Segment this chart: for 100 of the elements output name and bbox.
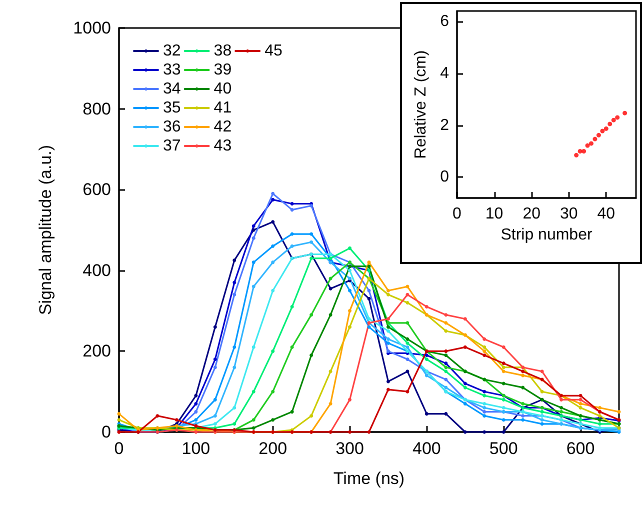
point xyxy=(502,418,506,422)
y-tick-label: 0 xyxy=(102,422,111,442)
point xyxy=(598,406,602,410)
point xyxy=(386,337,390,341)
point xyxy=(444,313,448,317)
y-tick-label: 600 xyxy=(82,180,111,200)
point xyxy=(348,430,352,434)
x-axis-title: Time (ns) xyxy=(333,469,405,488)
point xyxy=(252,228,256,232)
point xyxy=(444,366,448,370)
point xyxy=(290,208,294,212)
point xyxy=(585,143,590,148)
point xyxy=(117,418,121,422)
legend-label: 41 xyxy=(214,100,232,116)
point xyxy=(290,202,294,206)
point xyxy=(232,406,236,410)
point xyxy=(540,422,544,426)
point xyxy=(406,341,410,345)
legend-label: 33 xyxy=(163,62,181,78)
y-axis-title: Signal amplitude (a.u.) xyxy=(36,144,55,316)
point xyxy=(463,317,467,321)
legend-label: 37 xyxy=(163,138,181,154)
point xyxy=(589,141,594,146)
point xyxy=(252,418,256,422)
point xyxy=(194,402,198,406)
point xyxy=(367,288,371,292)
x-tick-label: 0 xyxy=(452,206,462,222)
point xyxy=(252,224,256,228)
point xyxy=(310,240,314,244)
point xyxy=(386,380,390,384)
point xyxy=(406,390,410,394)
point xyxy=(271,390,275,394)
point xyxy=(574,152,579,158)
point xyxy=(592,136,598,142)
point xyxy=(386,288,390,292)
y-tick-label: 800 xyxy=(82,99,111,118)
point xyxy=(367,296,371,300)
point xyxy=(232,345,236,349)
point xyxy=(348,398,352,402)
point xyxy=(598,422,602,426)
point xyxy=(608,122,612,126)
x-tick-label: 500 xyxy=(489,439,518,458)
point xyxy=(521,386,525,390)
point xyxy=(194,410,198,414)
x-tick-label: 300 xyxy=(336,439,364,458)
point xyxy=(310,204,314,208)
point xyxy=(611,118,616,122)
point xyxy=(271,244,275,248)
legend-label: 38 xyxy=(214,42,232,60)
point xyxy=(617,410,621,414)
point xyxy=(424,412,428,416)
point xyxy=(596,132,601,138)
point xyxy=(482,345,486,349)
point xyxy=(444,378,448,382)
point xyxy=(328,286,332,290)
legend-label: 35 xyxy=(163,100,181,116)
point xyxy=(348,288,352,292)
point xyxy=(406,358,410,362)
point xyxy=(482,349,486,353)
point xyxy=(406,337,410,341)
point xyxy=(463,386,467,390)
point xyxy=(310,256,314,260)
point xyxy=(463,345,467,349)
point xyxy=(194,418,198,422)
point xyxy=(482,410,486,414)
point xyxy=(271,349,275,353)
point xyxy=(194,394,198,398)
x-tick-label: 20 xyxy=(522,206,541,222)
point xyxy=(406,370,410,374)
point xyxy=(424,305,428,309)
point xyxy=(310,313,314,317)
point xyxy=(482,402,486,406)
point xyxy=(271,192,275,196)
point xyxy=(406,300,410,304)
x-axis-title: Strip number xyxy=(500,226,593,244)
point xyxy=(386,329,390,333)
y-tick-label: 4 xyxy=(440,64,450,82)
point xyxy=(560,406,564,410)
point xyxy=(406,292,410,296)
point xyxy=(367,264,371,268)
point xyxy=(386,317,390,321)
y-tick-label: 400 xyxy=(82,260,111,280)
legend-label: 34 xyxy=(163,80,181,98)
y-tick-label: 0 xyxy=(440,168,450,186)
legend-label: 43 xyxy=(214,138,232,154)
y-tick-label: 200 xyxy=(82,342,111,361)
point xyxy=(578,149,582,154)
point xyxy=(271,198,275,202)
point xyxy=(482,390,486,394)
legend-label: 40 xyxy=(214,80,232,98)
point xyxy=(156,414,160,418)
x-tick-label: 30 xyxy=(560,206,578,222)
point xyxy=(521,418,525,422)
point xyxy=(521,402,525,406)
point xyxy=(502,362,506,366)
point xyxy=(252,426,256,430)
point xyxy=(482,414,486,418)
point xyxy=(213,325,217,329)
point xyxy=(232,280,236,284)
y-tick-label: 6 xyxy=(440,12,450,30)
